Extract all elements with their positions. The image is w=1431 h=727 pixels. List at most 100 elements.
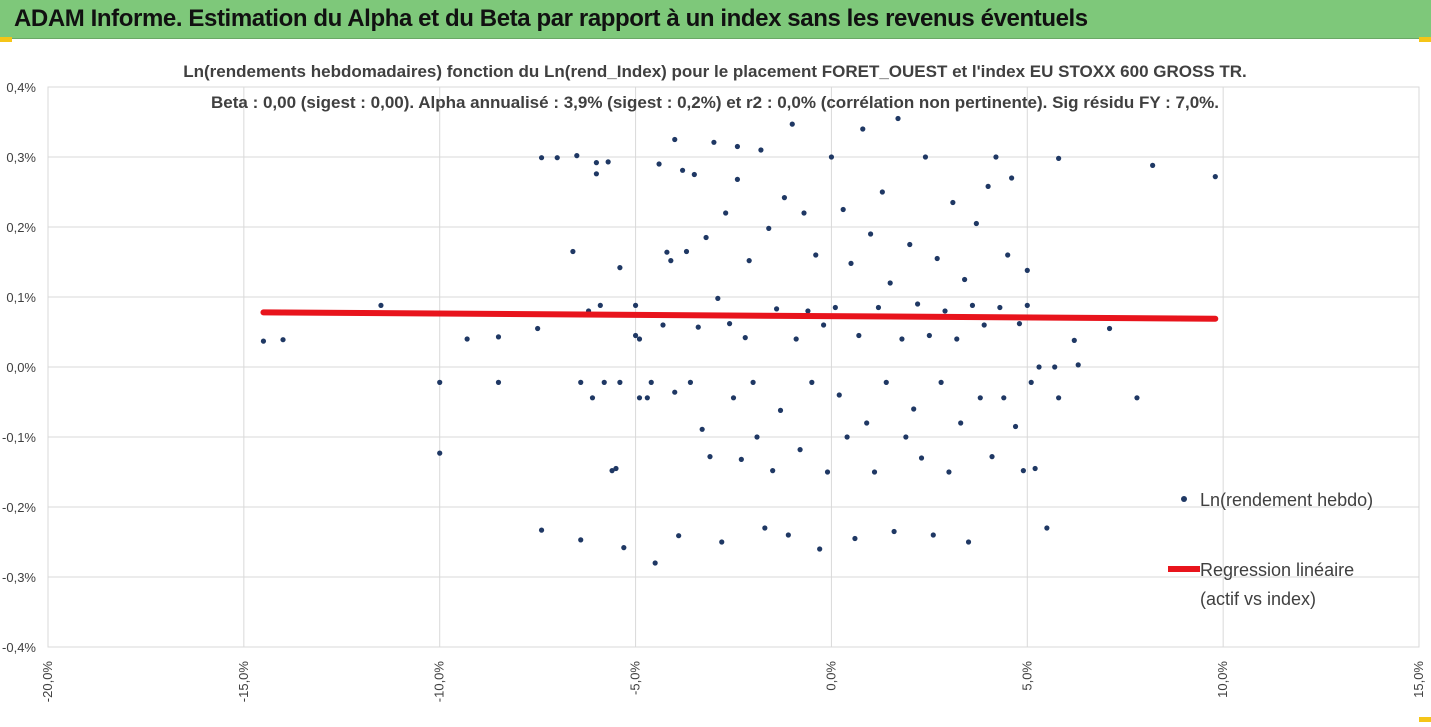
chart-subtitle: Beta : 0,00 (sigest : 0,00). Alpha annua… bbox=[211, 93, 1219, 112]
data-point bbox=[593, 160, 600, 166]
data-point bbox=[954, 336, 960, 342]
data-point bbox=[437, 450, 443, 456]
data-point bbox=[1036, 364, 1042, 370]
data-point bbox=[593, 171, 600, 177]
data-point bbox=[1212, 174, 1218, 180]
regression-line bbox=[260, 309, 1219, 322]
data-point bbox=[280, 337, 286, 343]
report-header: ADAM Informe. Estimation du Alpha et du … bbox=[0, 0, 1431, 39]
data-point bbox=[691, 171, 697, 178]
data-point bbox=[656, 161, 662, 167]
data-point bbox=[903, 434, 909, 440]
data-point bbox=[1056, 155, 1062, 161]
data-point bbox=[538, 527, 545, 533]
data-point bbox=[926, 332, 932, 339]
data-point bbox=[1052, 364, 1058, 370]
data-point bbox=[817, 546, 823, 552]
data-point bbox=[852, 535, 858, 542]
data-point bbox=[969, 302, 976, 308]
plot-border bbox=[47, 86, 1420, 648]
data-point bbox=[687, 379, 694, 385]
data-point bbox=[715, 295, 721, 301]
data-point bbox=[887, 280, 893, 286]
data-point bbox=[805, 308, 811, 314]
data-point bbox=[883, 379, 889, 385]
data-point bbox=[766, 225, 772, 231]
y-tick-label: -0,4% bbox=[2, 640, 36, 655]
data-point bbox=[742, 335, 748, 341]
data-point bbox=[997, 304, 1003, 311]
data-point bbox=[734, 176, 741, 182]
data-point bbox=[1009, 175, 1015, 181]
data-point bbox=[668, 258, 674, 264]
data-point bbox=[891, 528, 897, 535]
data-point bbox=[699, 426, 705, 432]
data-point bbox=[871, 469, 878, 475]
data-point bbox=[1106, 325, 1113, 332]
data-point bbox=[793, 336, 799, 342]
x-tick-label: -20,0% bbox=[40, 661, 55, 703]
scatter-points bbox=[260, 115, 1218, 566]
legend-marker-scatter bbox=[1181, 496, 1187, 502]
data-point bbox=[632, 332, 639, 339]
data-point bbox=[660, 322, 666, 328]
y-tick-label: -0,3% bbox=[2, 570, 36, 585]
data-point bbox=[844, 434, 850, 440]
data-point bbox=[781, 195, 788, 201]
data-point bbox=[813, 252, 819, 258]
scatter-chart: Ln(rendements hebdomadaires) fonction du… bbox=[2, 62, 1426, 703]
data-point bbox=[535, 325, 541, 332]
data-point bbox=[1056, 395, 1062, 401]
data-point bbox=[723, 210, 729, 216]
data-point bbox=[378, 302, 384, 308]
x-tick-label: -15,0% bbox=[236, 661, 251, 703]
data-point bbox=[726, 321, 733, 327]
data-point bbox=[636, 336, 643, 342]
data-point bbox=[437, 379, 443, 385]
data-point bbox=[981, 322, 987, 328]
data-point bbox=[1001, 395, 1007, 401]
data-point bbox=[856, 332, 862, 339]
data-point bbox=[977, 395, 983, 401]
data-point bbox=[875, 304, 882, 311]
corner-mark-right bbox=[1419, 37, 1431, 42]
y-tick-label: 0,0% bbox=[6, 360, 36, 375]
data-point bbox=[1016, 321, 1023, 327]
data-point bbox=[836, 392, 842, 398]
data-point bbox=[918, 455, 925, 461]
data-point bbox=[1071, 337, 1077, 343]
data-point bbox=[797, 447, 803, 453]
data-point bbox=[683, 248, 690, 255]
data-point bbox=[679, 167, 686, 173]
data-point bbox=[613, 465, 619, 472]
data-point bbox=[895, 115, 901, 122]
data-point bbox=[1134, 395, 1140, 401]
data-point bbox=[664, 249, 670, 255]
data-point bbox=[942, 308, 948, 314]
data-point bbox=[973, 220, 979, 227]
data-point bbox=[879, 189, 885, 195]
data-point bbox=[574, 153, 580, 159]
data-point bbox=[617, 379, 623, 385]
legend: Ln(rendement hebdo) Regression linéaire (a… bbox=[1168, 490, 1373, 609]
grid bbox=[47, 86, 1420, 648]
data-point bbox=[1005, 252, 1011, 258]
data-point bbox=[609, 468, 615, 474]
data-point bbox=[832, 304, 838, 311]
data-point bbox=[946, 469, 952, 475]
data-point bbox=[636, 395, 643, 401]
data-point bbox=[570, 248, 576, 255]
data-point bbox=[777, 407, 784, 413]
data-point bbox=[734, 143, 741, 150]
data-point bbox=[820, 322, 827, 328]
data-point bbox=[938, 379, 944, 385]
data-point bbox=[260, 338, 267, 344]
data-point bbox=[985, 183, 991, 189]
data-point bbox=[840, 206, 846, 213]
data-point bbox=[770, 468, 776, 474]
data-point bbox=[828, 154, 835, 160]
y-tick-label: -0,2% bbox=[2, 500, 36, 515]
data-point bbox=[758, 147, 764, 153]
data-point bbox=[695, 324, 701, 330]
data-point bbox=[617, 265, 623, 271]
